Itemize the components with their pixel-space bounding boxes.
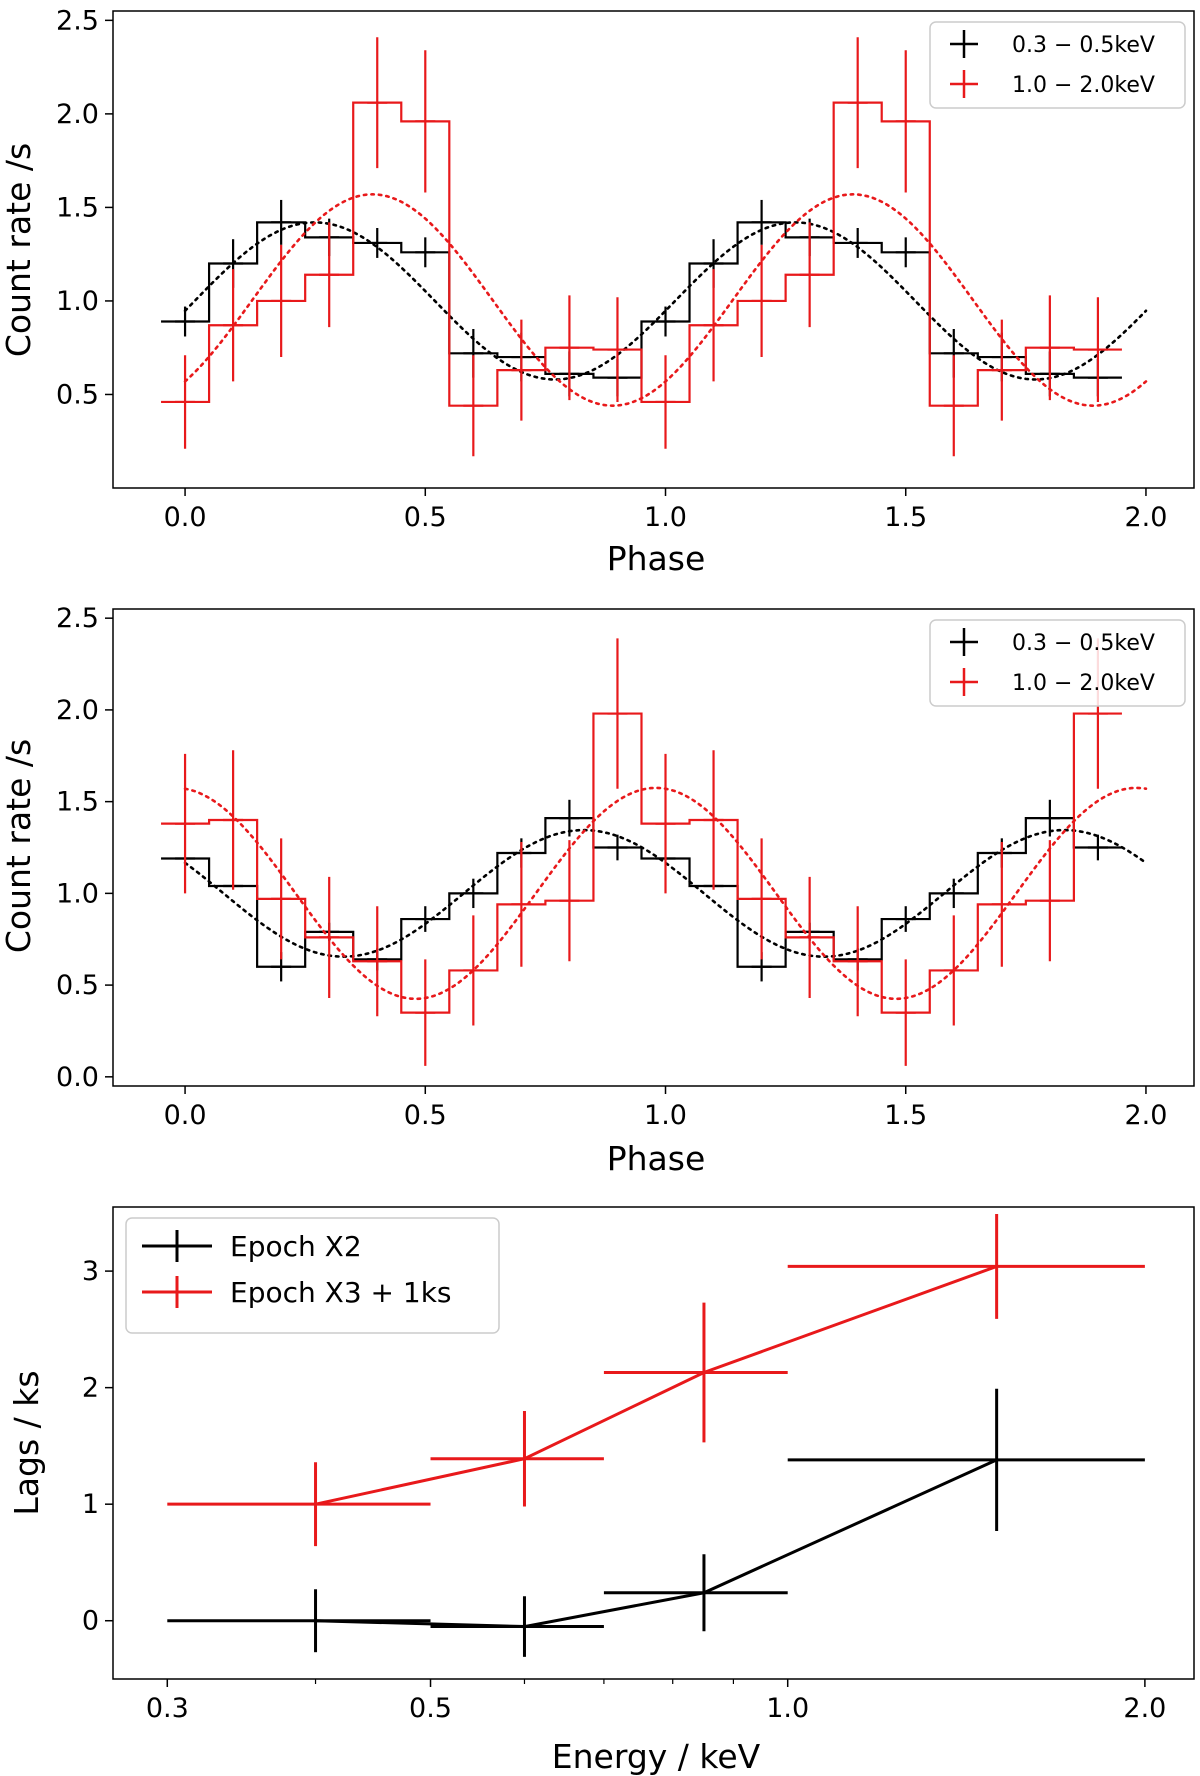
middle-y-tick-label: 1.5	[56, 787, 99, 818]
middle-y-tick-label: 2.0	[56, 695, 99, 726]
middle-x-axis-label: Phase	[607, 1139, 706, 1178]
top-legend-label-soft: 0.3 − 0.5keV	[1012, 33, 1155, 58]
middle-x-tick-label: 0.5	[404, 1100, 447, 1131]
top-legend-label-hard: 1.0 − 2.0keV	[1012, 73, 1155, 98]
bottom-x-tick-label: 0.5	[409, 1693, 452, 1724]
top-x-tick-label: 1.0	[644, 502, 687, 533]
middle-y-axis-label: Count rate /s	[0, 739, 38, 953]
top-x-axis-label: Phase	[607, 539, 706, 578]
bottom-legend-label-x3: Epoch X3 + 1ks	[230, 1276, 452, 1309]
bottom-x-tick-label: 1.0	[766, 1693, 809, 1724]
middle-plot-frame	[112, 608, 1195, 1087]
top-plot-frame	[112, 10, 1195, 489]
bottom-y-tick-label: 2	[82, 1373, 99, 1404]
top-y-tick-label: 1.0	[56, 286, 99, 317]
bottom-plot-frame	[112, 1206, 1195, 1680]
top-panel-marks	[161, 37, 1148, 457]
middle-legend: 0.3 − 0.5keV 1.0 − 2.0keV	[929, 619, 1186, 707]
top-x-tick-label: 0.0	[164, 502, 207, 533]
bottom-y-tick-label: 3	[82, 1256, 99, 1287]
bottom-legend-box	[125, 1217, 500, 1334]
middle-panel: 0.0 0.5 1.0 1.5 2.00.00.51.01.52.02.5 Phase …	[0, 603, 1195, 1178]
middle-y-tick-label: 1.0	[56, 878, 99, 909]
top-panel-ticks: 0.0 0.5 1.0 1.5 2.0 0.5 1.0 1.5 2.0 2.5	[56, 5, 1167, 533]
bottom-lag-line-epoch-x3	[315, 1265, 998, 1506]
middle-x-tick-label: 1.0	[644, 1100, 687, 1131]
middle-legend-box	[929, 619, 1186, 707]
bottom-panel-marks	[167, 1213, 1145, 1657]
middle-y-tick-label: 0.0	[56, 1062, 99, 1093]
top-y-tick-label: 2.5	[56, 5, 99, 36]
top-y-tick-label: 0.5	[56, 379, 99, 410]
top-y-tick-label: 2.0	[56, 99, 99, 130]
top-x-tick-label: 2.0	[1124, 502, 1167, 533]
bottom-y-tick-label: 0	[82, 1606, 99, 1637]
top-legend-box	[929, 21, 1186, 109]
middle-y-tick-label: 2.5	[56, 603, 99, 634]
top-panel: 0.0 0.5 1.0 1.5 2.0 0.5 1.0 1.5 2.0 2.5 Phase Cou…	[0, 5, 1195, 578]
middle-x-tick-label: 0.0	[164, 1100, 207, 1131]
top-x-tick-label: 0.5	[404, 502, 447, 533]
top-x-tick-label: 1.5	[884, 502, 927, 533]
bottom-legend-label-x2: Epoch X2	[230, 1230, 362, 1263]
top-legend: 0.3 − 0.5keV 1.0 − 2.0keV	[929, 21, 1186, 109]
bottom-x-tick-label: 2.0	[1123, 1693, 1166, 1724]
bottom-x-tick-label: 0.3	[146, 1693, 189, 1724]
bottom-x-axis-label: Energy / keV	[552, 1737, 761, 1776]
middle-panel-marks	[161, 638, 1148, 1066]
middle-x-tick-label: 1.5	[884, 1100, 927, 1131]
top-model-curve-soft	[183, 221, 1148, 381]
top-y-tick-label: 1.5	[56, 192, 99, 223]
bottom-panel-ticks: 0.3 0.5 1.0 2.0 0 1 2 3	[82, 1256, 1167, 1724]
middle-panel-ticks: 0.0 0.5 1.0 1.5 2.0 0.0 0.5 1.0 1.5 2.0 2.5	[56, 603, 1167, 1131]
middle-legend-label-soft: 0.3 − 0.5keV	[1012, 631, 1155, 656]
bottom-y-axis-label: Lags / ks	[7, 1370, 46, 1515]
middle-x-tick-label: 2.0	[1124, 1100, 1167, 1131]
bottom-lag-line-epoch-x2	[315, 1458, 998, 1629]
middle-y-tick-label: 0.5	[56, 970, 99, 1001]
bottom-y-tick-label: 1	[82, 1489, 99, 1520]
middle-legend-label-hard: 1.0 − 2.0keV	[1012, 671, 1155, 696]
bottom-legend: Epoch X2 Epoch X3 + 1ks	[125, 1217, 500, 1334]
top-y-axis-label: Count rate /s	[0, 143, 38, 357]
